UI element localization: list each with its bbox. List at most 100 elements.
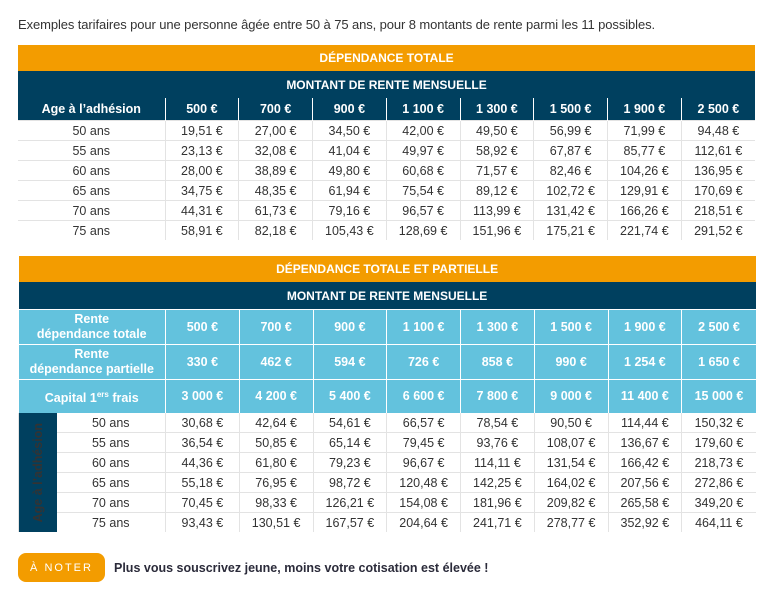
- age-cell: 70 ans: [56, 492, 166, 513]
- table-subtitle: MONTANT DE RENTE MENSUELLE: [18, 282, 756, 310]
- cell: 1 500 €: [533, 309, 608, 345]
- cell: 1 100 €: [386, 309, 461, 345]
- cell: 900 €: [312, 309, 387, 345]
- age-cell: 50 ans: [18, 120, 165, 141]
- price-cell: 278,77 €: [533, 512, 608, 532]
- cell: 594 €: [312, 344, 387, 380]
- price-cell: 272,86 €: [681, 472, 756, 493]
- price-cell: 120,48 €: [386, 472, 461, 493]
- price-cell: 38,89 €: [238, 160, 313, 181]
- cell: 2 500 €: [681, 309, 756, 345]
- price-cell: 241,71 €: [460, 512, 535, 532]
- age-cell: 55 ans: [56, 432, 166, 453]
- price-cell: 126,21 €: [312, 492, 387, 513]
- column-header-row: Age à l’adhésion 500 € 700 € 900 € 1 100…: [18, 98, 756, 121]
- price-cell: 67,87 €: [533, 140, 608, 161]
- table-row: 70 ans 44,31 €61,73 €79,16 €96,57 €113,99…: [18, 200, 756, 221]
- price-cell: 65,14 €: [312, 432, 387, 453]
- price-cell: 131,42 €: [533, 200, 608, 221]
- price-cell: 19,51 €: [164, 120, 239, 141]
- price-cell: 44,31 €: [164, 200, 239, 221]
- column-header: 1 500 €: [533, 98, 608, 121]
- price-cell: 166,26 €: [607, 200, 682, 221]
- table-row: 65 ans 34,75 €48,35 €61,94 €75,54 €89,12 …: [18, 180, 756, 201]
- intro-text: Exemples tarifaires pour une personne âg…: [18, 17, 655, 32]
- column-header: 500 €: [164, 98, 239, 121]
- price-cell: 179,60 €: [681, 432, 756, 453]
- price-cell: 154,08 €: [386, 492, 461, 513]
- table-row: 75 ans 58,91 €82,18 €105,43 €128,69 €151,…: [18, 220, 756, 240]
- price-cell: 218,73 €: [681, 452, 756, 473]
- price-cell: 58,92 €: [459, 140, 534, 161]
- price-cell: 44,36 €: [165, 452, 240, 473]
- price-cell: 49,97 €: [385, 140, 460, 161]
- price-cell: 102,72 €: [533, 180, 608, 201]
- price-cell: 136,67 €: [607, 432, 682, 453]
- price-cell: 114,11 €: [460, 452, 535, 473]
- cell: 330 €: [165, 344, 240, 380]
- price-cell: 175,21 €: [533, 220, 608, 240]
- cell: 6 600 €: [386, 379, 461, 413]
- price-cell: 164,02 €: [533, 472, 608, 493]
- capital-frais-row: Capital 1ers frais 3 000 € 4 200 € 5 400…: [18, 379, 756, 413]
- price-cell: 352,92 €: [607, 512, 682, 532]
- price-cell: 98,33 €: [238, 492, 313, 513]
- price-cell: 32,08 €: [238, 140, 313, 161]
- price-cell: 114,44 €: [607, 413, 682, 433]
- row-label: Rente dépendance partielle: [18, 344, 166, 380]
- age-cell: 65 ans: [18, 180, 165, 201]
- table-dependance-totale: DÉPENDANCE TOTALE MONTANT DE RENTE MENSU…: [18, 45, 756, 240]
- price-cell: 94,48 €: [680, 120, 756, 141]
- age-vertical-label: Age à l’adhésion: [18, 413, 57, 532]
- age-cell: 70 ans: [18, 200, 165, 221]
- cell: 1 650 €: [681, 344, 756, 380]
- price-cell: 112,61 €: [680, 140, 756, 161]
- price-cell: 41,04 €: [312, 140, 387, 161]
- table-dependance-totale-partielle: DÉPENDANCE TOTALE ET PARTIELLE MONTANT D…: [18, 256, 756, 532]
- table-subtitle-row: MONTANT DE RENTE MENSUELLE: [18, 282, 756, 310]
- age-cell: 75 ans: [18, 220, 165, 240]
- price-cell: 166,42 €: [607, 452, 682, 473]
- price-cell: 89,12 €: [459, 180, 534, 201]
- price-cell: 23,13 €: [164, 140, 239, 161]
- price-cell: 61,94 €: [312, 180, 387, 201]
- price-cell: 27,00 €: [238, 120, 313, 141]
- cell: 858 €: [460, 344, 535, 380]
- cell: 5 400 €: [312, 379, 387, 413]
- age-cell: 75 ans: [56, 512, 166, 532]
- cell: 7 800 €: [460, 379, 535, 413]
- price-cell: 167,57 €: [312, 512, 387, 532]
- price-cell: 82,46 €: [533, 160, 608, 181]
- table-title: DÉPENDANCE TOTALE: [18, 45, 756, 71]
- cell: 9 000 €: [533, 379, 608, 413]
- price-cell: 34,75 €: [164, 180, 239, 201]
- price-cell: 30,68 €: [165, 413, 240, 433]
- table-subtitle-row: MONTANT DE RENTE MENSUELLE: [18, 71, 756, 98]
- price-cell: 93,43 €: [165, 512, 240, 532]
- price-cell: 49,80 €: [312, 160, 387, 181]
- price-cell: 49,50 €: [459, 120, 534, 141]
- cell: 1 300 €: [460, 309, 535, 345]
- price-cell: 93,76 €: [460, 432, 535, 453]
- price-cell: 34,50 €: [312, 120, 387, 141]
- table-row: 55 ans 23,13 €32,08 €41,04 €49,97 €58,92 …: [18, 140, 756, 161]
- price-cell: 218,51 €: [680, 200, 756, 221]
- price-cell: 82,18 €: [238, 220, 313, 240]
- price-cell: 54,61 €: [312, 413, 387, 433]
- table-row: 75 ans 93,43 €130,51 €167,57 €204,64 €241…: [19, 512, 756, 532]
- price-cell: 131,54 €: [533, 452, 608, 473]
- age-cell: 55 ans: [18, 140, 165, 161]
- price-cell: 113,99 €: [459, 200, 534, 221]
- price-cell: 108,07 €: [533, 432, 608, 453]
- price-cell: 61,80 €: [238, 452, 313, 473]
- price-cell: 28,00 €: [164, 160, 239, 181]
- table-row: 60 ans 28,00 €38,89 €49,80 €60,68 €71,57 …: [18, 160, 756, 181]
- price-cell: 265,58 €: [607, 492, 682, 513]
- cell: 990 €: [533, 344, 608, 380]
- price-cell: 60,68 €: [385, 160, 460, 181]
- cell: 1 900 €: [607, 309, 682, 345]
- price-cell: 78,54 €: [460, 413, 535, 433]
- price-cell: 207,56 €: [607, 472, 682, 493]
- price-cell: 75,54 €: [385, 180, 460, 201]
- age-cell: 60 ans: [56, 452, 166, 473]
